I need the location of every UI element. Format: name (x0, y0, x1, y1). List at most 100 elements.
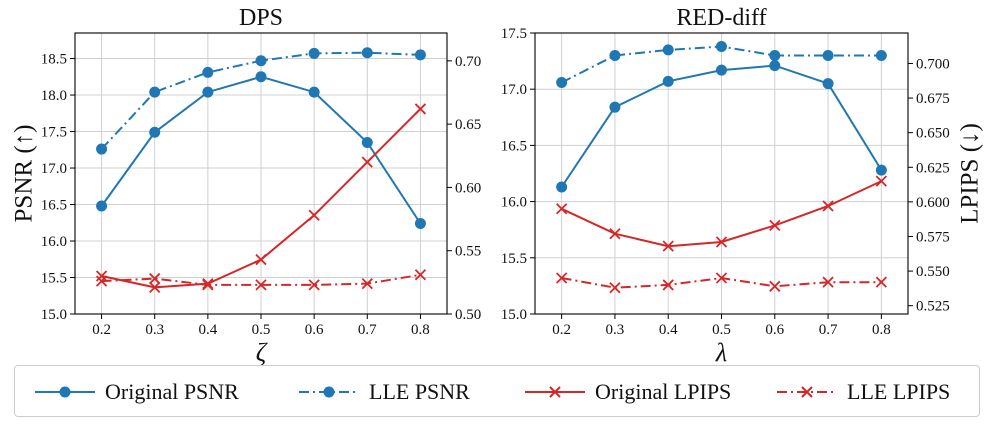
chart-2-x-tick-label: 0.4 (659, 322, 678, 338)
chart-1-y-tick-label: 18.0 (41, 88, 67, 104)
chart-2-point-lle-psnr (822, 49, 834, 61)
chart-1-point-original-psnr (361, 136, 373, 148)
chart-2-point-original-psnr (716, 64, 727, 76)
chart-2-point-lle-lpips (822, 276, 834, 288)
legend-item-original-psnr: Original PSNR (33, 366, 239, 418)
chart-2-y2-tick-label: 0.700 (916, 56, 950, 72)
chart-2-point-lle-lpips (769, 280, 781, 292)
chart-2-point-lle-psnr (716, 40, 727, 52)
chart-1-y2-tick-label: 0.70 (455, 54, 481, 70)
chart-1-point-original-lpips (361, 156, 373, 168)
chart-2-x-tick-label: 0.2 (552, 322, 571, 338)
chart-1-point-original-lpips (414, 103, 427, 115)
chart-1-y-tick-label: 15.5 (41, 271, 67, 287)
chart-1-point-lle-lpips (308, 279, 320, 291)
chart-2-point-lle-lpips (609, 282, 621, 294)
chart-2-point-original-lpips (875, 175, 887, 187)
legend-swatch-original-lpips (525, 386, 585, 398)
chart-2-y2-tick-label: 0.675 (916, 91, 950, 107)
chart-1-point-original-lpips (255, 253, 267, 266)
chart-2-point-original-psnr (556, 181, 568, 193)
chart-1-point-lle-psnr (255, 55, 267, 67)
chart-1-point-lle-lpips (202, 279, 214, 291)
chart-2-point-lle-lpips (715, 272, 728, 284)
chart-2-point-original-lpips (715, 236, 728, 248)
legend: Original PSNR LLE PSNR Original LPIPS LL… (14, 365, 980, 417)
chart-2-x-tick-label: 0.8 (872, 322, 891, 338)
chart-1-y-tick-label: 18.5 (41, 52, 67, 68)
chart-1-point-original-psnr (149, 126, 161, 138)
legend-swatch-original-psnr (35, 386, 95, 398)
chart-2-y-tick-label: 17.5 (501, 26, 527, 42)
chart-2-y2-tick-label: 0.625 (916, 160, 950, 176)
chart-1-point-original-psnr (414, 217, 426, 229)
chart-2-point-original-psnr (609, 101, 621, 113)
chart-1-y-axis-label: PSNR (↑) (11, 125, 38, 223)
chart-2-y-tick-label: 17.0 (501, 82, 527, 98)
chart-1-point-original-psnr (308, 86, 320, 98)
chart-1-point-lle-lpips (414, 269, 427, 281)
chart-2-x-tick-label: 0.6 (765, 322, 784, 338)
chart-1-x-tick-label: 0.5 (252, 322, 271, 338)
chart-1-y-tick-label: 16.5 (41, 198, 67, 214)
chart-2-point-lle-psnr (769, 49, 781, 61)
chart-2-x-axis-label: λ (715, 338, 727, 367)
chart-1-y-tick-label: 16.0 (41, 234, 67, 250)
chart-1-point-lle-lpips (95, 275, 108, 287)
chart-1-point-lle-lpips (361, 277, 373, 290)
chart-1-y-tick-label: 15.0 (41, 307, 67, 323)
chart-1-y-tick-label: 17.0 (41, 161, 67, 177)
chart-2-point-original-psnr (822, 78, 834, 90)
chart-1-x-tick-label: 0.3 (145, 322, 164, 338)
legend-swatch-lle-lpips (777, 386, 837, 398)
chart-1-y2-tick-label: 0.55 (455, 244, 481, 260)
chart-1-point-lle-lpips (255, 279, 267, 291)
chart-2-point-lle-psnr (556, 76, 568, 88)
chart-2-point-original-psnr (662, 75, 674, 87)
chart-1-point-lle-psnr (361, 47, 373, 59)
chart-2-title: RED-diff (676, 5, 766, 31)
chart-2-y-tick-label: 15.5 (501, 251, 527, 267)
chart-1-point-original-psnr (202, 86, 214, 98)
chart-2-y2-tick-label: 0.600 (916, 195, 950, 211)
chart-2-point-original-psnr (769, 60, 781, 72)
chart-2-y2-axis-label: LPIPS (↓) (957, 123, 984, 224)
chart-1-x-tick-label: 0.7 (358, 322, 377, 338)
chart-2-point-original-lpips (769, 219, 781, 232)
chart-2-point-lle-psnr (875, 49, 887, 61)
chart-1-point-lle-psnr (414, 49, 426, 61)
chart-1-title: DPS (239, 5, 283, 31)
chart-2-point-lle-lpips (556, 272, 568, 284)
chart-1-x-tick-label: 0.2 (92, 322, 111, 338)
chart-1-point-original-lpips (308, 209, 320, 221)
chart-2-point-original-lpips (609, 228, 621, 240)
chart-1-point-original-lpips (95, 270, 108, 282)
chart-2-point-lle-lpips (662, 279, 674, 291)
chart-2-y2-tick-label: 0.575 (916, 229, 950, 245)
chart-2-y-tick-label: 16.0 (501, 195, 527, 211)
chart-2-y2-tick-label: 0.525 (916, 299, 950, 315)
legend-label-original-psnr: Original PSNR (105, 379, 239, 404)
legend-item-lle-psnr: LLE PSNR (297, 366, 470, 418)
chart-2-point-lle-psnr (662, 44, 674, 56)
chart-2-point-lle-lpips (875, 276, 887, 288)
legend-label-lle-lpips: LLE LPIPS (847, 379, 951, 404)
chart-1-point-lle-psnr (96, 143, 108, 155)
chart-2-x-tick-label: 0.3 (606, 322, 625, 338)
chart-2-point-original-lpips (662, 240, 674, 252)
chart-2-y-tick-label: 15.0 (501, 307, 527, 323)
chart-1-point-original-lpips (149, 281, 161, 294)
chart-2-point-original-lpips (822, 200, 834, 212)
chart-2-point-lle-psnr (609, 49, 621, 61)
chart-2-point-original-lpips (556, 203, 568, 215)
chart-2-x-tick-label: 0.5 (712, 322, 731, 338)
legend-label-lle-psnr: LLE PSNR (369, 379, 470, 404)
chart-1-x-tick-label: 0.8 (411, 322, 430, 338)
chart-1-x-tick-label: 0.4 (198, 322, 217, 338)
legend-swatch-lle-psnr (299, 386, 359, 398)
chart-1-point-lle-psnr (308, 47, 320, 59)
legend-label-original-lpips: Original LPIPS (595, 379, 732, 404)
chart-2-y-tick-label: 16.5 (501, 138, 527, 154)
chart-2-x-tick-label: 0.7 (819, 322, 838, 338)
